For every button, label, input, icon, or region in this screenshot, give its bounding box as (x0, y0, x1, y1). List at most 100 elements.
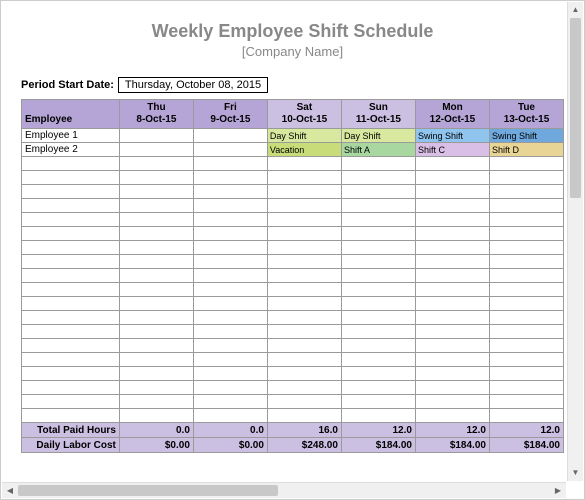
empty-cell[interactable] (22, 297, 120, 311)
shift-cell[interactable]: Shift A (341, 143, 415, 157)
shift-cell[interactable]: Shift D (489, 143, 563, 157)
empty-cell[interactable] (489, 269, 563, 283)
empty-cell[interactable] (415, 311, 489, 325)
empty-cell[interactable] (22, 353, 120, 367)
empty-cell[interactable] (193, 353, 267, 367)
empty-cell[interactable] (193, 241, 267, 255)
empty-cell[interactable] (415, 409, 489, 423)
empty-cell[interactable] (22, 227, 120, 241)
empty-cell[interactable] (489, 227, 563, 241)
empty-cell[interactable] (119, 171, 193, 185)
empty-cell[interactable] (22, 269, 120, 283)
empty-cell[interactable] (119, 185, 193, 199)
empty-cell[interactable] (489, 339, 563, 353)
empty-cell[interactable] (489, 255, 563, 269)
empty-cell[interactable] (22, 199, 120, 213)
empty-cell[interactable] (119, 157, 193, 171)
empty-cell[interactable] (22, 157, 120, 171)
empty-cell[interactable] (489, 353, 563, 367)
empty-cell[interactable] (489, 283, 563, 297)
empty-cell[interactable] (193, 199, 267, 213)
shift-cell[interactable] (193, 129, 267, 143)
empty-cell[interactable] (22, 325, 120, 339)
vertical-scrollbar[interactable]: ▲ ▼ (567, 2, 583, 481)
empty-cell[interactable] (415, 283, 489, 297)
empty-cell[interactable] (489, 367, 563, 381)
empty-cell[interactable] (119, 255, 193, 269)
scroll-down-icon[interactable]: ▼ (568, 465, 583, 481)
empty-cell[interactable] (267, 213, 341, 227)
empty-cell[interactable] (22, 367, 120, 381)
shift-cell[interactable]: Swing Shift (415, 129, 489, 143)
empty-cell[interactable] (267, 171, 341, 185)
empty-cell[interactable] (415, 367, 489, 381)
empty-cell[interactable] (193, 367, 267, 381)
empty-cell[interactable] (489, 157, 563, 171)
empty-cell[interactable] (341, 311, 415, 325)
empty-cell[interactable] (267, 185, 341, 199)
empty-cell[interactable] (415, 241, 489, 255)
empty-cell[interactable] (193, 381, 267, 395)
employee-cell[interactable]: Employee 1 (22, 129, 120, 143)
empty-cell[interactable] (193, 227, 267, 241)
empty-cell[interactable] (341, 381, 415, 395)
empty-cell[interactable] (193, 213, 267, 227)
employee-cell[interactable]: Employee 2 (22, 143, 120, 157)
empty-cell[interactable] (119, 409, 193, 423)
empty-cell[interactable] (341, 269, 415, 283)
empty-cell[interactable] (267, 227, 341, 241)
empty-cell[interactable] (193, 185, 267, 199)
empty-cell[interactable] (193, 409, 267, 423)
shift-cell[interactable] (119, 129, 193, 143)
empty-cell[interactable] (267, 353, 341, 367)
empty-cell[interactable] (267, 367, 341, 381)
empty-cell[interactable] (489, 185, 563, 199)
empty-cell[interactable] (193, 297, 267, 311)
empty-cell[interactable] (341, 255, 415, 269)
scroll-left-icon[interactable]: ◀ (2, 483, 18, 498)
empty-cell[interactable] (193, 269, 267, 283)
empty-cell[interactable] (341, 171, 415, 185)
empty-cell[interactable] (119, 241, 193, 255)
empty-cell[interactable] (22, 381, 120, 395)
empty-cell[interactable] (489, 381, 563, 395)
empty-cell[interactable] (119, 381, 193, 395)
empty-cell[interactable] (267, 311, 341, 325)
empty-cell[interactable] (267, 199, 341, 213)
empty-cell[interactable] (267, 325, 341, 339)
empty-cell[interactable] (415, 213, 489, 227)
empty-cell[interactable] (415, 255, 489, 269)
shift-cell[interactable]: Day Shift (341, 129, 415, 143)
empty-cell[interactable] (193, 255, 267, 269)
empty-cell[interactable] (341, 227, 415, 241)
empty-cell[interactable] (415, 227, 489, 241)
empty-cell[interactable] (193, 171, 267, 185)
empty-cell[interactable] (341, 213, 415, 227)
empty-cell[interactable] (267, 241, 341, 255)
empty-cell[interactable] (415, 269, 489, 283)
empty-cell[interactable] (341, 185, 415, 199)
empty-cell[interactable] (193, 157, 267, 171)
empty-cell[interactable] (267, 409, 341, 423)
empty-cell[interactable] (193, 283, 267, 297)
empty-cell[interactable] (489, 325, 563, 339)
empty-cell[interactable] (489, 297, 563, 311)
empty-cell[interactable] (415, 339, 489, 353)
empty-cell[interactable] (119, 353, 193, 367)
empty-cell[interactable] (341, 353, 415, 367)
empty-cell[interactable] (22, 213, 120, 227)
empty-cell[interactable] (415, 185, 489, 199)
empty-cell[interactable] (341, 297, 415, 311)
empty-cell[interactable] (267, 395, 341, 409)
scroll-right-icon[interactable]: ▶ (550, 483, 566, 498)
empty-cell[interactable] (341, 157, 415, 171)
empty-cell[interactable] (267, 157, 341, 171)
empty-cell[interactable] (415, 297, 489, 311)
empty-cell[interactable] (415, 325, 489, 339)
empty-cell[interactable] (267, 255, 341, 269)
empty-cell[interactable] (22, 311, 120, 325)
horizontal-scrollbar[interactable]: ◀ ▶ (2, 482, 566, 498)
empty-cell[interactable] (119, 311, 193, 325)
shift-cell[interactable]: Swing Shift (489, 129, 563, 143)
empty-cell[interactable] (415, 353, 489, 367)
